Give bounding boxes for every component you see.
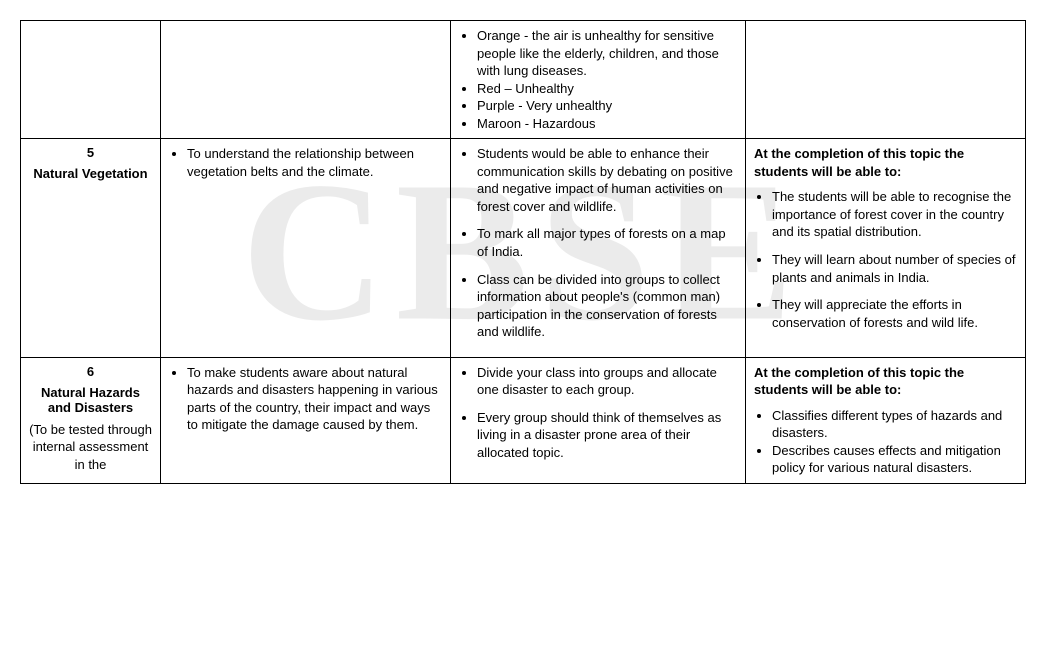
cell-outcomes: At the completion of this topic the stud… [746, 357, 1026, 483]
cell-topic: 5 Natural Vegetation [21, 139, 161, 357]
table-row: 6 Natural Hazards and Disasters (To be t… [21, 357, 1026, 483]
cell-objectives: To make students aware about natural haz… [161, 357, 451, 483]
list-item: They will learn about number of species … [772, 251, 1017, 286]
table-row: 5 Natural Vegetation To understand the r… [21, 139, 1026, 357]
cell-activities: Divide your class into groups and alloca… [451, 357, 746, 483]
topic-note: (To be tested through internal assessmen… [29, 421, 152, 474]
cell-outcomes: At the completion of this topic the stud… [746, 139, 1026, 357]
cell-objectives: To understand the relationship between v… [161, 139, 451, 357]
bullet-list: Orange - the air is unhealthy for sensit… [459, 27, 737, 132]
topic-number: 5 [29, 145, 152, 160]
cell-topic: 6 Natural Hazards and Disasters (To be t… [21, 357, 161, 483]
list-item: Students would be able to enhance their … [477, 145, 737, 215]
list-item: Purple - Very unhealthy [477, 97, 737, 115]
topic-number: 6 [29, 364, 152, 379]
bullet-list: To make students aware about natural haz… [169, 364, 442, 434]
list-item: Describes causes effects and mitigation … [772, 442, 1017, 477]
topic-title: Natural Vegetation [29, 166, 152, 181]
outcomes-lead: At the completion of this topic the stud… [754, 364, 1017, 399]
list-item: Red – Unhealthy [477, 80, 737, 98]
bullet-list: Divide your class into groups and alloca… [459, 364, 737, 462]
list-item: Classifies different types of hazards an… [772, 407, 1017, 442]
cell-outcomes [746, 21, 1026, 139]
list-item: To mark all major types of forests on a … [477, 225, 737, 260]
bullet-list: Students would be able to enhance their … [459, 145, 737, 340]
list-item: Divide your class into groups and alloca… [477, 364, 737, 399]
list-item: Orange - the air is unhealthy for sensit… [477, 27, 737, 80]
bullet-list: To understand the relationship between v… [169, 145, 442, 180]
list-item: To make students aware about natural haz… [187, 364, 442, 434]
list-item: Every group should think of themselves a… [477, 409, 737, 462]
list-item: Maroon - Hazardous [477, 115, 737, 133]
list-item: They will appreciate the efforts in cons… [772, 296, 1017, 331]
cell-activities: Students would be able to enhance their … [451, 139, 746, 357]
list-item: Class can be divided into groups to coll… [477, 271, 737, 341]
cell-topic [21, 21, 161, 139]
outcomes-lead: At the completion of this topic the stud… [754, 145, 1017, 180]
bullet-list: The students will be able to recognise t… [754, 188, 1017, 331]
list-item: To understand the relationship between v… [187, 145, 442, 180]
cell-objectives [161, 21, 451, 139]
list-item: The students will be able to recognise t… [772, 188, 1017, 241]
curriculum-table: Orange - the air is unhealthy for sensit… [20, 20, 1026, 484]
table-row: Orange - the air is unhealthy for sensit… [21, 21, 1026, 139]
topic-title: Natural Hazards and Disasters [29, 385, 152, 415]
cell-activities: Orange - the air is unhealthy for sensit… [451, 21, 746, 139]
bullet-list: Classifies different types of hazards an… [754, 407, 1017, 477]
